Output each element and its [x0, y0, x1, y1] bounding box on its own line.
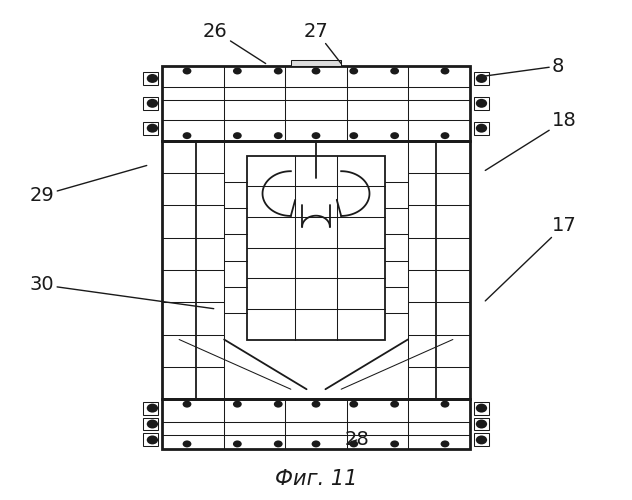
Circle shape — [349, 68, 358, 74]
Bar — [474, 434, 489, 446]
Circle shape — [274, 400, 283, 407]
Bar — [162, 140, 470, 399]
Circle shape — [274, 68, 283, 74]
Circle shape — [476, 404, 487, 412]
Circle shape — [390, 440, 399, 448]
Circle shape — [147, 99, 158, 108]
Circle shape — [147, 436, 158, 444]
Circle shape — [349, 400, 358, 407]
Bar — [143, 72, 158, 85]
Bar — [474, 122, 489, 134]
Circle shape — [441, 132, 449, 139]
Bar — [143, 418, 158, 430]
Circle shape — [233, 68, 242, 74]
Circle shape — [147, 74, 158, 83]
Text: Фиг. 11: Фиг. 11 — [275, 468, 357, 488]
Circle shape — [441, 400, 449, 407]
Bar — [162, 399, 470, 449]
Bar — [291, 60, 341, 66]
Circle shape — [312, 400, 320, 407]
Circle shape — [183, 132, 191, 139]
Circle shape — [476, 74, 487, 83]
Text: 27: 27 — [303, 22, 341, 64]
Text: 28: 28 — [344, 430, 369, 450]
Circle shape — [390, 68, 399, 74]
Circle shape — [312, 132, 320, 139]
Circle shape — [476, 99, 487, 108]
Circle shape — [274, 132, 283, 139]
Circle shape — [476, 124, 487, 132]
Circle shape — [183, 68, 191, 74]
Circle shape — [233, 440, 242, 448]
Text: 26: 26 — [203, 22, 265, 64]
Circle shape — [233, 132, 242, 139]
Text: 30: 30 — [30, 276, 214, 308]
Text: 17: 17 — [485, 216, 577, 301]
Circle shape — [441, 68, 449, 74]
Circle shape — [390, 400, 399, 407]
Circle shape — [441, 440, 449, 448]
Bar — [246, 156, 386, 340]
Circle shape — [476, 436, 487, 444]
Circle shape — [476, 420, 487, 428]
Text: 29: 29 — [30, 166, 147, 205]
Circle shape — [349, 132, 358, 139]
Circle shape — [349, 440, 358, 448]
Circle shape — [183, 440, 191, 448]
Circle shape — [147, 124, 158, 132]
Bar — [474, 72, 489, 85]
Text: 8: 8 — [485, 56, 564, 76]
Text: 18: 18 — [485, 111, 577, 170]
Bar — [162, 66, 470, 140]
Circle shape — [312, 68, 320, 74]
Bar — [474, 402, 489, 414]
Bar — [143, 97, 158, 110]
Circle shape — [147, 404, 158, 412]
Circle shape — [390, 132, 399, 139]
Bar — [143, 122, 158, 134]
Circle shape — [233, 400, 242, 407]
Bar — [474, 97, 489, 110]
Circle shape — [312, 440, 320, 448]
Bar — [474, 418, 489, 430]
Bar — [143, 402, 158, 414]
Circle shape — [274, 440, 283, 448]
Circle shape — [183, 400, 191, 407]
Bar — [143, 434, 158, 446]
Circle shape — [147, 420, 158, 428]
